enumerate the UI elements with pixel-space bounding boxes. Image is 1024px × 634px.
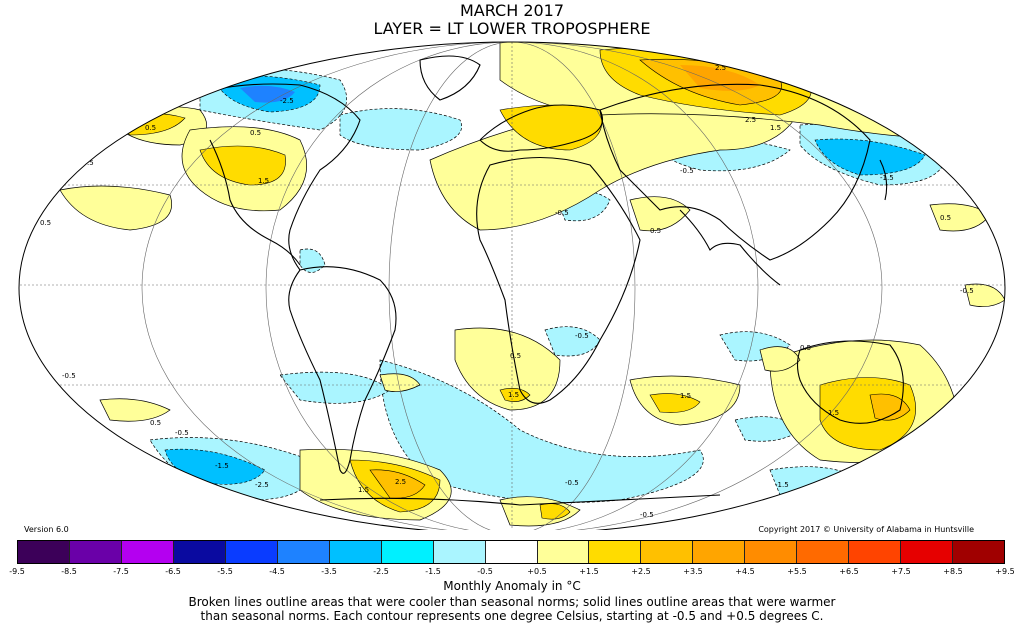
colorbar-swatch (69, 541, 122, 563)
colorbar-swatch (745, 541, 798, 563)
colorbar (17, 540, 1005, 564)
contour-label: -2.5 (255, 481, 269, 489)
contour-label: -0.5 (565, 479, 579, 487)
map-subtitle: LAYER = LT LOWER TROPOSPHERE (373, 19, 651, 38)
colorbar-tick-label: +5.5 (787, 567, 807, 576)
globe-outline (18, 41, 1006, 530)
contour-label: 2.5 (715, 64, 726, 72)
contour-label: -2.5 (280, 97, 294, 105)
colorbar-swatch (173, 541, 226, 563)
contour-label: -0.5 (680, 167, 694, 175)
colorbar-tick-label: -8.5 (61, 567, 77, 576)
contour-label: -1.5 (775, 481, 789, 489)
colorbar-tick-label: -9.5 (9, 567, 25, 576)
colorbar-swatch (329, 541, 382, 563)
meridians (141, 42, 883, 530)
colorbar-swatch (693, 541, 746, 563)
colorbar-swatch (277, 541, 330, 563)
colorbar-swatch (381, 541, 434, 563)
colorbar-tick-label: +3.5 (683, 567, 703, 576)
contour-label: -0.5 (640, 511, 654, 519)
colorbar-swatch (121, 541, 174, 563)
contour-label: -1.5 (880, 174, 894, 182)
colorbar-swatch (797, 541, 850, 563)
colorbar-tick-label: +7.5 (891, 567, 911, 576)
contour-label: -0.5 (62, 372, 76, 380)
contour-label: 3.5 (695, 52, 706, 60)
note-line-1: Broken lines outline areas that were coo… (188, 595, 836, 609)
anomaly-map: 0.5 0.5 1.5 -0.5 0.5 -0.5 0.5 -0.5 -1.5 … (18, 41, 1006, 530)
colorbar-swatch (225, 541, 278, 563)
contour-label: 0.5 (650, 227, 661, 235)
contour-label: 0.5 (940, 214, 951, 222)
contour-label: 0.5 (800, 344, 811, 352)
contour-label: 1.5 (258, 177, 269, 185)
colorbar-tick-label: -6.5 (165, 567, 181, 576)
contour-label: 2.5 (395, 478, 406, 486)
units-label: Monthly Anomaly in °C (443, 579, 581, 593)
colorbar-tick-label: -5.5 (217, 567, 233, 576)
contour-label: 0.5 (145, 124, 156, 132)
contour-label: -0.5 (960, 287, 974, 295)
colorbar-tick-label: -3.5 (321, 567, 337, 576)
contour-label: 1.5 (770, 124, 781, 132)
colorbar-tick-label: -0.5 (477, 567, 493, 576)
colorbar-swatch (849, 541, 902, 563)
contour-label: -1.5 (215, 462, 229, 470)
contour-label: 0.5 (150, 419, 161, 427)
colorbar-tick-label: +6.5 (839, 567, 859, 576)
copyright-label: Copyright 2017 © University of Alabama i… (758, 525, 974, 534)
coastlines (179, 55, 904, 506)
colorbar-tick-label: +4.5 (735, 567, 755, 576)
colorbar-swatch (589, 541, 642, 563)
colorbar-tick-label: -1.5 (425, 567, 441, 576)
colorbar-tick-label: +0.5 (527, 567, 547, 576)
colorbar-tick-label: +9.5 (995, 567, 1015, 576)
contour-label: 0.5 (250, 129, 261, 137)
contour-label: 1.5 (358, 486, 369, 494)
contour-label: 1.5 (828, 409, 839, 417)
graticule (19, 42, 1005, 530)
colorbar-tick-label: -4.5 (269, 567, 285, 576)
colorbar-tick-label: -7.5 (113, 567, 129, 576)
contour-label: 2.5 (745, 116, 756, 124)
colorbar-swatch (953, 541, 1005, 563)
map-title: MARCH 2017 (459, 1, 565, 20)
colorbar-swatch (901, 541, 954, 563)
colorbar-swatch (433, 541, 486, 563)
colorbar-swatch (485, 541, 538, 563)
note-line-2: than seasonal norms. Each contour repres… (200, 609, 824, 623)
contour-label: -0.5 (575, 332, 589, 340)
colorbar-tick-label: +8.5 (943, 567, 963, 576)
contour-label: 0.5 (510, 352, 521, 360)
colorbar-tick-label: +1.5 (579, 567, 599, 576)
colorbar-swatch (537, 541, 590, 563)
colorbar-swatch (641, 541, 694, 563)
contour-label: -0.5 (175, 429, 189, 437)
colorbar-tick-label: +2.5 (631, 567, 651, 576)
contour-label: 0.5 (40, 219, 51, 227)
colorbar-swatch (18, 541, 70, 563)
contour-label: -0.5 (555, 209, 569, 217)
version-label: Version 6.0 (24, 525, 69, 534)
colorbar-tick-label: -2.5 (373, 567, 389, 576)
contour-label: 1.5 (508, 391, 519, 399)
contour-label: 1.5 (680, 392, 691, 400)
